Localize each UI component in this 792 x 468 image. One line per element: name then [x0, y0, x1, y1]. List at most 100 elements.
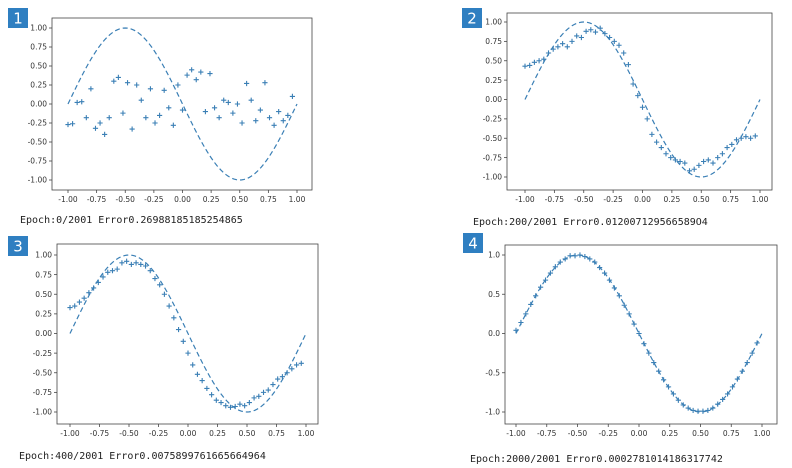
data-point	[729, 384, 736, 390]
data-point	[630, 81, 636, 87]
data-point	[246, 399, 252, 406]
data-point	[185, 350, 191, 356]
y-tick-label: 1.00	[30, 24, 47, 33]
x-tick-label: -0.75	[545, 195, 565, 204]
y-tick-label: 0.75	[30, 43, 47, 52]
data-point	[677, 158, 683, 165]
data-point	[616, 293, 622, 299]
x-tick-label: -0.75	[90, 429, 110, 438]
x-tick-label: 0.75	[723, 429, 740, 438]
data-point	[748, 135, 754, 141]
data-point	[641, 341, 647, 347]
data-point	[545, 50, 552, 56]
target-curve	[524, 21, 761, 178]
data-point	[138, 261, 144, 268]
x-tick-label: 0.00	[634, 195, 651, 204]
y-tick-label: 0.00	[30, 100, 47, 109]
x-tick-label: -0.50	[116, 195, 136, 204]
panel-number-badge: 3	[8, 236, 28, 256]
y-tick-label: -0.25	[28, 119, 48, 128]
y-tick-label: -1.00	[28, 176, 48, 185]
y-tick-label: 0.00	[485, 95, 502, 104]
data-point	[680, 402, 686, 408]
data-point	[607, 34, 613, 41]
x-tick-label: 1.00	[289, 195, 306, 204]
data-point	[280, 118, 286, 124]
data-point	[611, 285, 617, 291]
data-point	[81, 295, 87, 301]
data-point	[587, 256, 593, 262]
y-tick-label: 0.25	[30, 81, 47, 90]
data-point	[606, 277, 613, 283]
data-point	[734, 376, 740, 382]
data-point	[256, 393, 262, 399]
data-point	[129, 126, 135, 132]
data-point	[72, 303, 78, 309]
data-point	[654, 139, 660, 145]
data-point	[710, 160, 716, 166]
badge-background	[8, 236, 28, 256]
badge-background	[462, 8, 482, 28]
data-point	[100, 274, 106, 280]
data-point	[661, 377, 667, 383]
data-point	[147, 86, 154, 92]
data-point	[143, 115, 149, 121]
data-point	[749, 350, 755, 356]
data-point	[729, 141, 735, 148]
data-point	[611, 38, 617, 44]
data-point	[251, 395, 257, 401]
data-point	[86, 290, 92, 296]
data-point	[646, 350, 652, 356]
data-point	[83, 115, 89, 121]
data-point	[76, 299, 83, 305]
prediction-series	[67, 258, 304, 410]
data-point	[157, 112, 163, 118]
data-point	[293, 362, 300, 368]
data-point	[276, 109, 282, 115]
data-point	[567, 253, 573, 259]
x-tick-label: 0.50	[231, 195, 248, 204]
prediction-series	[513, 252, 760, 414]
data-point	[270, 381, 276, 388]
data-point	[720, 396, 726, 403]
data-point	[682, 160, 688, 166]
data-point	[533, 293, 539, 299]
data-point	[522, 63, 528, 69]
data-point	[284, 370, 290, 376]
target-curve	[69, 254, 307, 413]
data-point	[555, 44, 561, 50]
y-tick-label: 0.25	[485, 76, 502, 85]
panel-number-badge: 4	[463, 233, 483, 253]
data-point	[528, 301, 534, 308]
data-point	[675, 397, 681, 403]
data-point	[95, 279, 101, 286]
data-point	[665, 384, 672, 390]
data-point	[257, 107, 263, 113]
data-point	[670, 391, 677, 397]
y-tick-label: 1.00	[35, 251, 52, 260]
data-point	[569, 38, 575, 44]
data-point	[536, 58, 542, 64]
data-point	[234, 101, 241, 107]
data-point	[120, 110, 126, 116]
x-tick-label: -1.00	[60, 429, 80, 438]
data-point	[221, 97, 227, 103]
x-tick-label: -0.25	[149, 429, 169, 438]
y-tick-label: -1.0	[485, 408, 500, 417]
data-point	[644, 116, 650, 122]
x-tick-label: 1.00	[298, 429, 315, 438]
data-point	[724, 144, 730, 151]
data-point	[111, 78, 117, 84]
y-tick-label: 0.25	[35, 310, 52, 319]
data-point	[527, 62, 533, 68]
data-point	[531, 59, 537, 65]
y-tick-label: -0.5	[485, 368, 500, 377]
data-point	[631, 321, 637, 327]
data-point	[67, 304, 73, 311]
data-point	[175, 326, 182, 333]
y-tick-label: -1.00	[483, 173, 503, 182]
data-point	[739, 368, 745, 374]
data-point	[166, 303, 172, 309]
y-tick-label: -1.00	[33, 408, 53, 417]
data-point	[582, 253, 588, 260]
